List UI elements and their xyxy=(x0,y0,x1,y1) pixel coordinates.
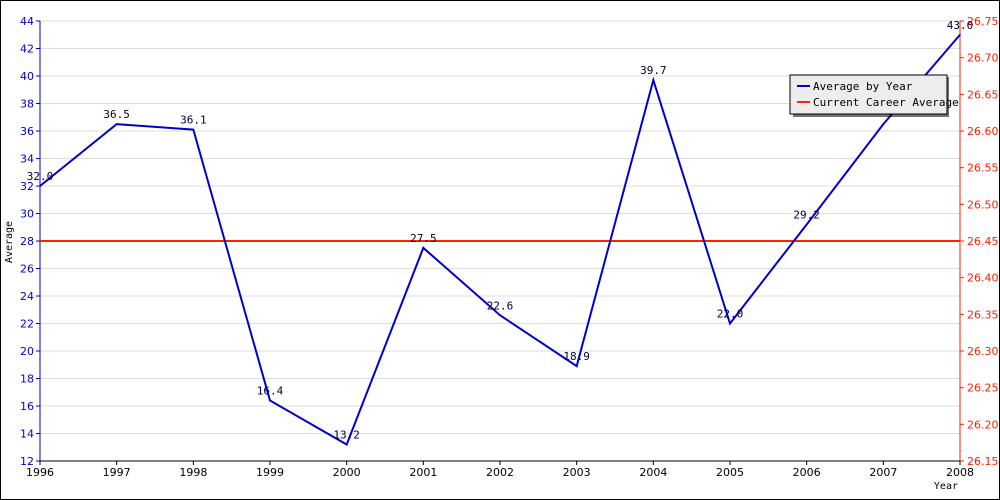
right-tick-label: 26.50 xyxy=(967,198,999,211)
right-tick-label: 26.60 xyxy=(967,125,999,138)
data-point xyxy=(39,185,41,187)
legend-label-average-by-year: Average by Year xyxy=(813,80,913,93)
x-tick-label: 1998 xyxy=(179,466,207,479)
x-tick-label: 2004 xyxy=(639,466,667,479)
data-label: 22.0 xyxy=(717,308,744,321)
left-tick-label: 14 xyxy=(20,428,34,441)
data-label: 27.5 xyxy=(410,232,437,245)
x-tick-label: 2000 xyxy=(333,466,361,479)
left-tick-label: 44 xyxy=(20,15,34,28)
data-label: 22.6 xyxy=(487,299,514,312)
data-point xyxy=(345,443,348,446)
right-tick-label: 26.25 xyxy=(967,382,999,395)
right-tick-label: 26.15 xyxy=(967,455,999,468)
left-tick-label: 26 xyxy=(20,263,34,276)
data-point xyxy=(882,123,885,125)
right-tick-label: 26.30 xyxy=(967,345,999,358)
data-label: 36.5 xyxy=(103,108,130,121)
left-tick-label: 16 xyxy=(20,400,34,413)
left-tick-label: 32 xyxy=(20,180,34,193)
legend-label-career-average: Current Career Average xyxy=(813,96,959,109)
right-tick-label: 26.40 xyxy=(967,272,999,285)
right-tick-label: 26.35 xyxy=(967,308,999,321)
data-label: 39.7 xyxy=(640,64,667,77)
x-tick-label: 2006 xyxy=(793,466,821,479)
x-tick-label: 1997 xyxy=(103,466,131,479)
data-label: 18.9 xyxy=(563,350,590,363)
left-tick-label: 20 xyxy=(20,345,34,358)
right-tick-label: 26.70 xyxy=(967,52,999,65)
left-tick-label: 38 xyxy=(20,98,34,111)
left-tick-label: 18 xyxy=(20,373,34,386)
left-tick-label: 42 xyxy=(20,43,34,56)
right-tick-label: 26.45 xyxy=(967,235,999,248)
data-point xyxy=(192,128,195,131)
left-tick-label: 40 xyxy=(20,70,34,83)
data-label: 29.2 xyxy=(793,209,820,222)
x-tick-label: 2001 xyxy=(409,466,437,479)
data-label: 36.1 xyxy=(180,114,207,127)
x-tick-label: 2005 xyxy=(716,466,744,479)
data-point xyxy=(652,79,655,81)
data-point xyxy=(422,247,425,249)
x-tick-label: 2002 xyxy=(486,466,514,479)
x-tick-label: 1999 xyxy=(256,466,284,479)
right-tick-label: 26.65 xyxy=(967,88,999,101)
x-axis-title: Year xyxy=(934,481,958,492)
left-tick-label: 28 xyxy=(20,235,34,248)
data-label: 16.4 xyxy=(257,385,284,398)
data-point xyxy=(729,322,731,325)
data-point xyxy=(959,33,961,36)
data-point xyxy=(575,365,578,367)
data-point xyxy=(115,123,118,125)
right-tick-label: 26.55 xyxy=(967,162,999,175)
legend-box xyxy=(789,74,948,115)
data-point xyxy=(269,399,271,402)
data-point xyxy=(805,223,808,226)
left-tick-label: 36 xyxy=(20,125,34,138)
data-label: 13.2 xyxy=(333,429,360,442)
left-tick-label: 30 xyxy=(20,208,34,221)
left-tick-label: 22 xyxy=(20,318,34,331)
left-tick-label: 24 xyxy=(20,290,34,303)
left-tick-label: 12 xyxy=(20,455,34,468)
data-label: 32.0 xyxy=(27,170,54,183)
x-tick-label: 2007 xyxy=(869,466,897,479)
left-tick-label: 34 xyxy=(20,153,34,166)
y-axis-title: Average xyxy=(4,221,15,263)
right-tick-label: 26.75 xyxy=(967,15,999,28)
data-point xyxy=(499,314,501,317)
x-tick-label: 2003 xyxy=(563,466,591,479)
data-label: 43.0 xyxy=(947,19,974,32)
x-tick-label: 2008 xyxy=(946,466,974,479)
right-tick-label: 26.20 xyxy=(967,418,999,431)
x-tick-label: 1996 xyxy=(26,466,54,479)
